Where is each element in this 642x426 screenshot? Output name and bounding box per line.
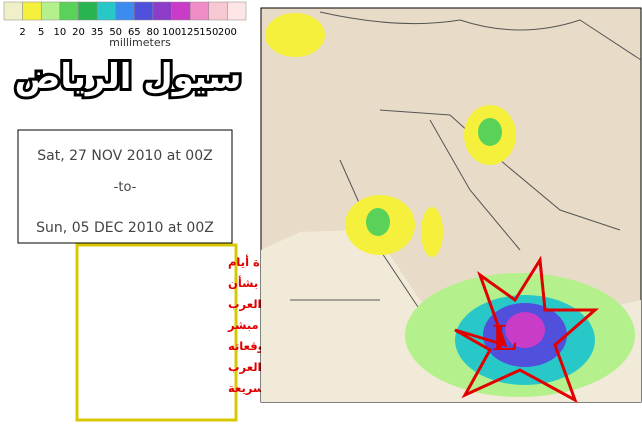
legend-swatch [189, 1, 210, 21]
legend-unit: millimeters [109, 36, 171, 49]
rain-area [366, 208, 390, 236]
period-separator: -to- [114, 180, 137, 195]
map: L [260, 7, 642, 404]
legend-tick-label: 20 [72, 27, 85, 38]
legend-swatch [40, 1, 61, 21]
legend-tick-label: 100 [162, 27, 181, 38]
legend-swatch [22, 1, 42, 21]
period-end: Sun, 05 DEC 2010 at 00Z [36, 220, 214, 236]
legend-tick-label: 2 [19, 27, 25, 38]
period-box [17, 129, 233, 244]
legend-swatch [3, 1, 23, 21]
legend-swatch [78, 1, 98, 21]
color-legend: 2 5 10 20 35 50 65 80 100 125 150 200 [3, 1, 247, 38]
rain-area [478, 118, 502, 146]
legend-tick-label: 80 [147, 27, 160, 38]
legend-tick-label: 50 [109, 27, 122, 38]
legend-swatch [134, 1, 154, 21]
period-start: Sat, 27 NOV 2010 at 00Z [37, 148, 212, 164]
legend-swatch [115, 1, 135, 21]
legend-swatch [96, 1, 116, 21]
rain-area [265, 13, 325, 57]
legend-tick-label: 65 [128, 27, 141, 38]
legend-tick-label: 5 [38, 27, 44, 38]
legend-swatch [152, 1, 172, 21]
rain-area [421, 207, 443, 257]
low-star [454, 255, 599, 404]
legend-tick-label: 200 [218, 27, 237, 38]
note-box [75, 243, 238, 422]
legend-swatch [59, 1, 79, 21]
low-label: L [492, 317, 517, 359]
rain-area [505, 312, 545, 348]
legend-swatch [171, 1, 191, 21]
legend-tick-label: 125 [181, 27, 200, 38]
legend-tick-label: 10 [53, 27, 66, 38]
title: سيول الرياض [15, 57, 242, 97]
legend-tick-label: 150 [199, 27, 218, 38]
legend-swatch [208, 1, 228, 21]
legend-tick-label: 35 [91, 27, 104, 38]
legend-swatch [227, 1, 247, 21]
